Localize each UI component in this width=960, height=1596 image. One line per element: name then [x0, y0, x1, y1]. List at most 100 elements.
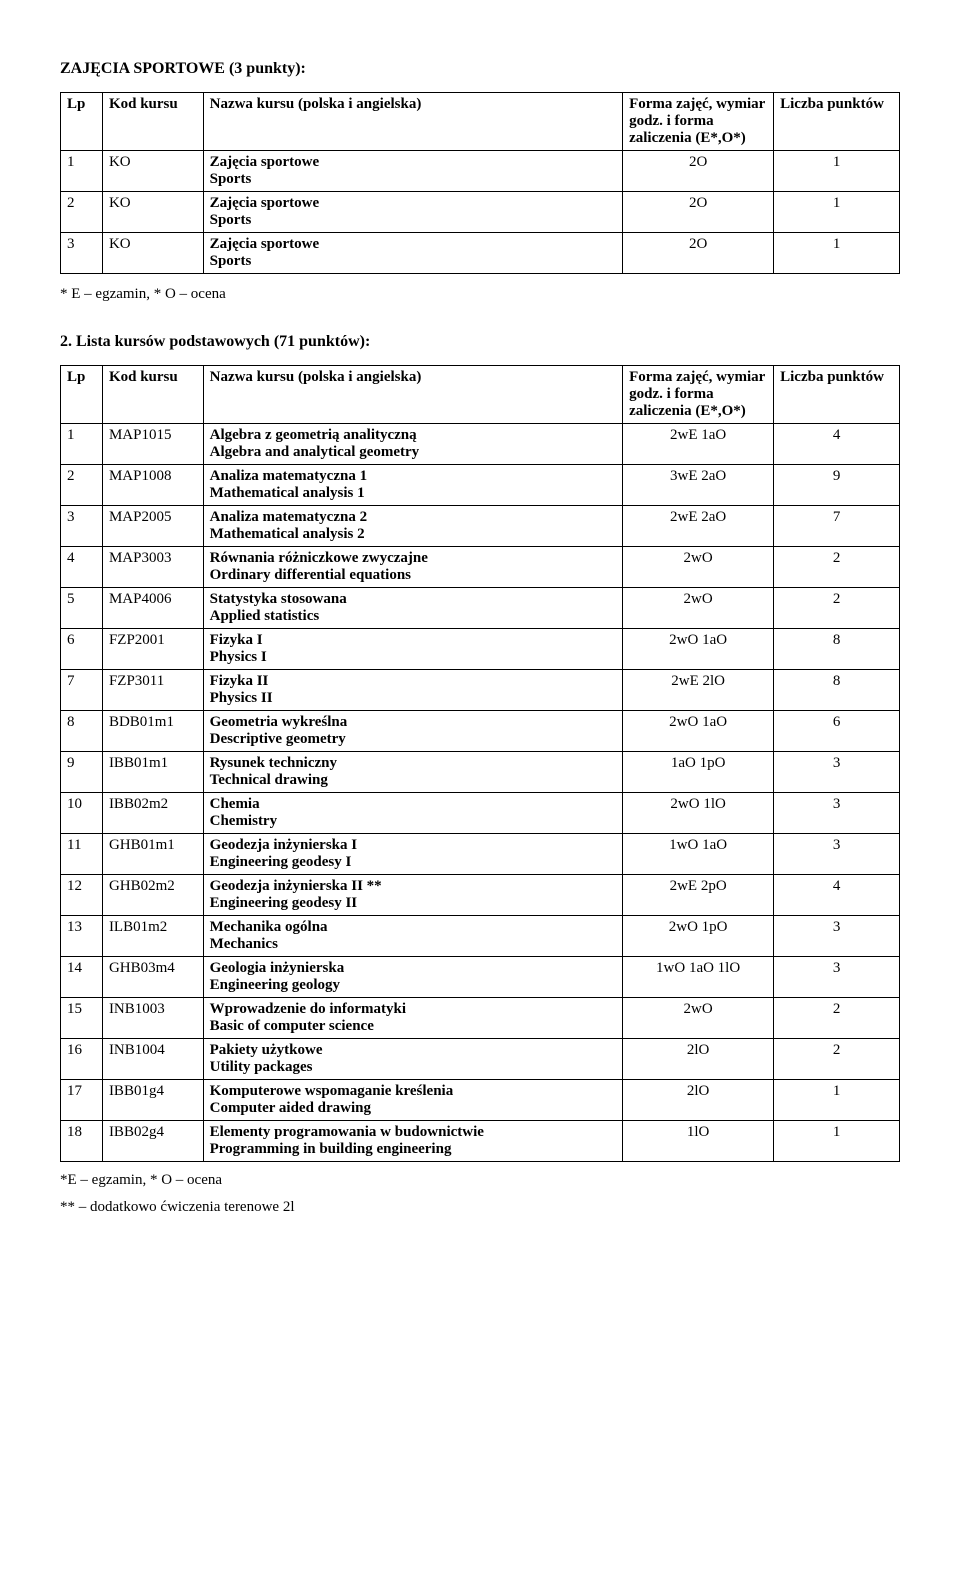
- section1-note: * E – egzamin, * O – ocena: [60, 286, 900, 303]
- cell-punkty: 3: [774, 834, 900, 875]
- section2-footnote1: *E – egzamin, * O – ocena: [60, 1172, 900, 1189]
- cell-punkty: 9: [774, 465, 900, 506]
- cell-forma: 2wO: [623, 547, 774, 588]
- table-row: 1KOZajęcia sportoweSports2O1: [61, 151, 900, 192]
- cell-nazwa: Pakiety użytkoweUtility packages: [203, 1039, 623, 1080]
- cell-punkty: 2: [774, 998, 900, 1039]
- course-name-en: Descriptive geometry: [210, 731, 617, 748]
- course-name-pl: Fizyka I: [210, 632, 617, 649]
- cell-punkty: 2: [774, 547, 900, 588]
- th-forma: Forma zajęć, wymiar godz. i forma zalicz…: [623, 366, 774, 424]
- cell-nazwa: Analiza matematyczna 1Mathematical analy…: [203, 465, 623, 506]
- cell-forma: 2O: [623, 151, 774, 192]
- th-liczba: Liczba punktów: [774, 366, 900, 424]
- section2-title: 2. Lista kursów podstawowych (71 punktów…: [60, 333, 900, 351]
- table-header-row: Lp Kod kursu Nazwa kursu (polska i angie…: [61, 93, 900, 151]
- cell-forma: 2lO: [623, 1080, 774, 1121]
- cell-punkty: 3: [774, 752, 900, 793]
- table-row: 17IBB01g4Komputerowe wspomaganie kreślen…: [61, 1080, 900, 1121]
- cell-forma: 2wE 2aO: [623, 506, 774, 547]
- cell-lp: 11: [61, 834, 103, 875]
- cell-nazwa: Geologia inżynierskaEngineering geology: [203, 957, 623, 998]
- course-name-pl: Zajęcia sportowe: [210, 154, 617, 171]
- course-name-en: Engineering geodesy II: [210, 895, 617, 912]
- table-row: 11GHB01m1Geodezja inżynierska IEngineeri…: [61, 834, 900, 875]
- course-name-pl: Komputerowe wspomaganie kreślenia: [210, 1083, 617, 1100]
- table-row: 14GHB03m4Geologia inżynierskaEngineering…: [61, 957, 900, 998]
- course-name-pl: Geodezja inżynierska II **: [210, 878, 617, 895]
- table-row: 9IBB01m1Rysunek technicznyTechnical draw…: [61, 752, 900, 793]
- course-name-pl: Rysunek techniczny: [210, 755, 617, 772]
- course-name-en: Algebra and analytical geometry: [210, 444, 617, 461]
- cell-nazwa: Geodezja inżynierska II **Engineering ge…: [203, 875, 623, 916]
- course-name-en: Physics I: [210, 649, 617, 666]
- cell-forma: 2O: [623, 233, 774, 274]
- cell-forma: 2wO 1aO: [623, 711, 774, 752]
- table-sports: Lp Kod kursu Nazwa kursu (polska i angie…: [60, 92, 900, 274]
- cell-punkty: 8: [774, 629, 900, 670]
- th-forma: Forma zajęć, wymiar godz. i forma zalicz…: [623, 93, 774, 151]
- cell-nazwa: Fizyka IIPhysics II: [203, 670, 623, 711]
- cell-kod: GHB01m1: [102, 834, 203, 875]
- cell-punkty: 3: [774, 793, 900, 834]
- course-name-en: Applied statistics: [210, 608, 617, 625]
- table-row: 2MAP1008Analiza matematyczna 1Mathematic…: [61, 465, 900, 506]
- cell-forma: 3wE 2aO: [623, 465, 774, 506]
- cell-nazwa: Komputerowe wspomaganie kreśleniaCompute…: [203, 1080, 623, 1121]
- cell-forma: 2wO 1lO: [623, 793, 774, 834]
- cell-kod: IBB01g4: [102, 1080, 203, 1121]
- cell-punkty: 1: [774, 1121, 900, 1162]
- course-name-pl: Wprowadzenie do informatyki: [210, 1001, 617, 1018]
- cell-lp: 8: [61, 711, 103, 752]
- cell-kod: FZP2001: [102, 629, 203, 670]
- cell-kod: MAP4006: [102, 588, 203, 629]
- cell-punkty: 2: [774, 1039, 900, 1080]
- cell-kod: INB1003: [102, 998, 203, 1039]
- cell-kod: KO: [102, 233, 203, 274]
- cell-nazwa: Rysunek technicznyTechnical drawing: [203, 752, 623, 793]
- table-row: 12GHB02m2Geodezja inżynierska II **Engin…: [61, 875, 900, 916]
- table-row: 18IBB02g4Elementy programowania w budown…: [61, 1121, 900, 1162]
- th-kod: Kod kursu: [102, 93, 203, 151]
- cell-lp: 2: [61, 465, 103, 506]
- cell-lp: 13: [61, 916, 103, 957]
- cell-nazwa: Wprowadzenie do informatykiBasic of comp…: [203, 998, 623, 1039]
- cell-kod: KO: [102, 151, 203, 192]
- cell-punkty: 4: [774, 875, 900, 916]
- course-name-en: Mathematical analysis 1: [210, 485, 617, 502]
- cell-forma: 2wE 1aO: [623, 424, 774, 465]
- cell-lp: 1: [61, 151, 103, 192]
- cell-forma: 2wE 2pO: [623, 875, 774, 916]
- cell-lp: 16: [61, 1039, 103, 1080]
- cell-kod: IBB02m2: [102, 793, 203, 834]
- course-name-pl: Zajęcia sportowe: [210, 236, 617, 253]
- course-name-pl: Mechanika ogólna: [210, 919, 617, 936]
- cell-nazwa: Fizyka IPhysics I: [203, 629, 623, 670]
- cell-forma: 2wO: [623, 998, 774, 1039]
- course-name-pl: Pakiety użytkowe: [210, 1042, 617, 1059]
- cell-lp: 14: [61, 957, 103, 998]
- cell-nazwa: Zajęcia sportoweSports: [203, 151, 623, 192]
- table-row: 15INB1003Wprowadzenie do informatykiBasi…: [61, 998, 900, 1039]
- cell-nazwa: Elementy programowania w budownictwiePro…: [203, 1121, 623, 1162]
- table-row: 4MAP3003Równania różniczkowe zwyczajneOr…: [61, 547, 900, 588]
- course-name-en: Technical drawing: [210, 772, 617, 789]
- section2-footnote2: ** – dodatkowo ćwiczenia terenowe 2l: [60, 1199, 900, 1216]
- cell-punkty: 2: [774, 588, 900, 629]
- cell-nazwa: Zajęcia sportoweSports: [203, 192, 623, 233]
- table-row: 7FZP3011Fizyka IIPhysics II2wE 2lO8: [61, 670, 900, 711]
- cell-kod: MAP1015: [102, 424, 203, 465]
- course-name-en: Sports: [210, 212, 617, 229]
- cell-punkty: 1: [774, 192, 900, 233]
- course-name-en: Engineering geology: [210, 977, 617, 994]
- cell-lp: 15: [61, 998, 103, 1039]
- course-name-pl: Statystyka stosowana: [210, 591, 617, 608]
- course-name-en: Physics II: [210, 690, 617, 707]
- table-row: 8BDB01m1Geometria wykreślnaDescriptive g…: [61, 711, 900, 752]
- cell-punkty: 1: [774, 1080, 900, 1121]
- th-lp: Lp: [61, 93, 103, 151]
- cell-lp: 3: [61, 506, 103, 547]
- th-liczba: Liczba punktów: [774, 93, 900, 151]
- cell-punkty: 7: [774, 506, 900, 547]
- course-name-en: Sports: [210, 171, 617, 188]
